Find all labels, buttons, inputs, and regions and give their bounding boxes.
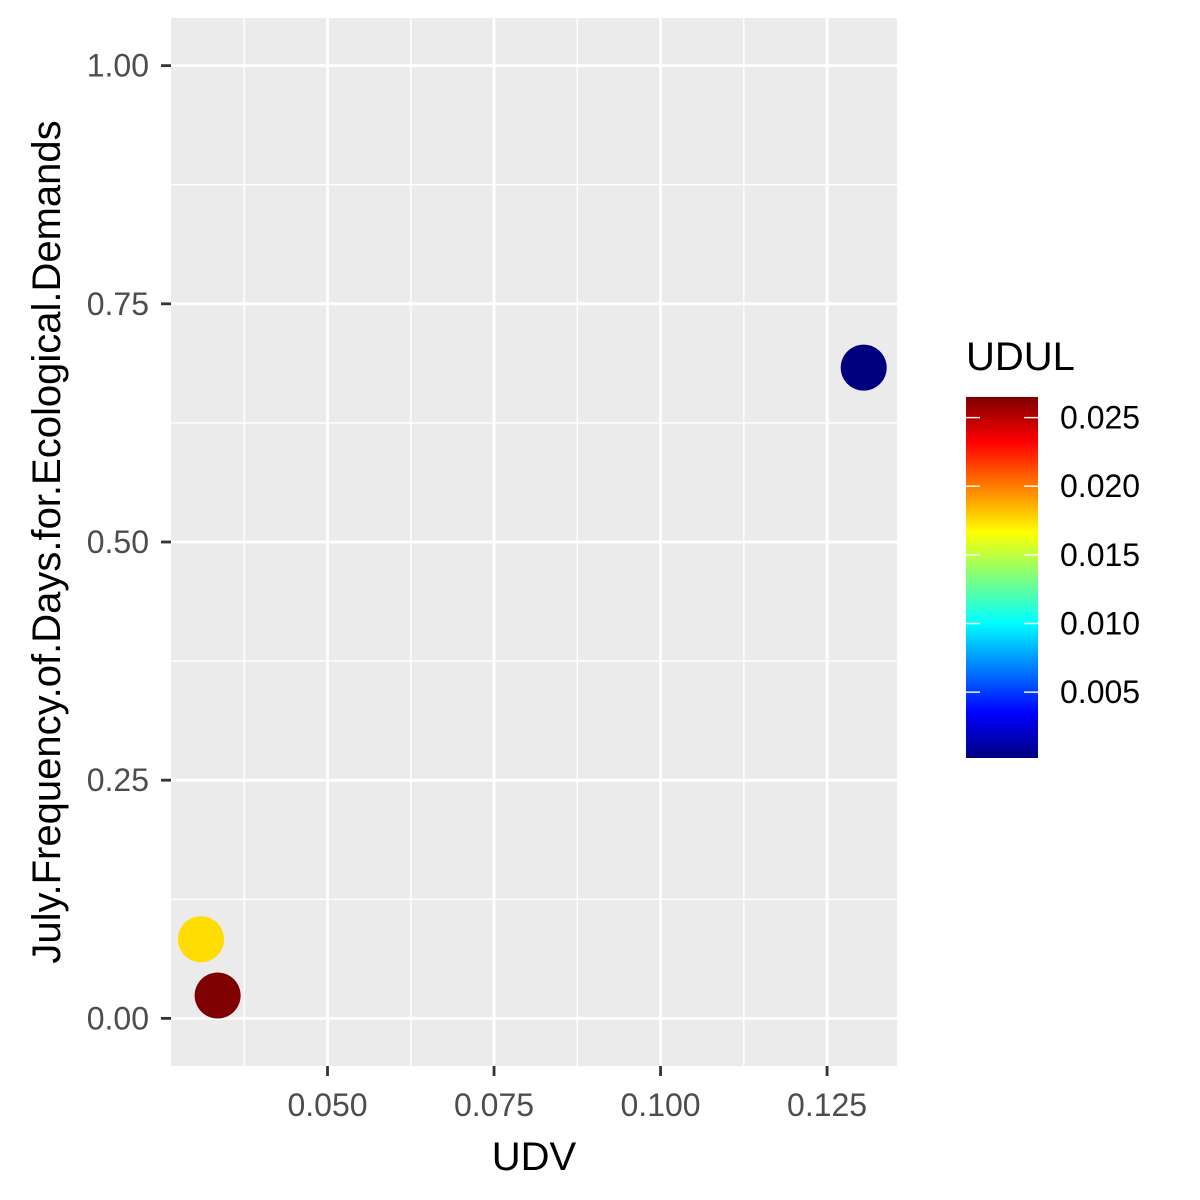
y-tick-label: 0.00 — [87, 1000, 149, 1036]
legend-colorbar — [966, 397, 1038, 758]
y-tick-label: 0.75 — [87, 286, 149, 322]
data-point-1 — [840, 344, 887, 391]
legend-tick-label: 0.025 — [1060, 400, 1140, 436]
legend-tick-label: 0.005 — [1060, 674, 1140, 710]
data-point-3 — [194, 972, 241, 1019]
x-tick-label: 0.050 — [287, 1087, 367, 1123]
legend-tick-label: 0.010 — [1060, 605, 1140, 641]
legend-ticks: 0.005 0.010 0.015 0.020 0.025 — [966, 400, 1140, 710]
color-legend: UDUL 0.005 0.010 0.015 0.020 0.025 — [966, 335, 1140, 758]
y-axis-title: July.Frequency.of.Days.for.Ecological.De… — [25, 120, 69, 963]
y-tick-label: 1.00 — [87, 48, 149, 84]
legend-title: UDUL — [966, 335, 1075, 379]
y-tick-label: 0.25 — [87, 762, 149, 798]
x-tick-label: 0.075 — [454, 1087, 534, 1123]
data-point-2 — [177, 916, 224, 963]
x-tick-label: 0.125 — [787, 1087, 867, 1123]
major-gridlines — [171, 18, 897, 1066]
x-tick-label: 0.100 — [621, 1087, 701, 1123]
legend-tick-label: 0.015 — [1060, 537, 1140, 573]
x-axis: 0.050 0.075 0.100 0.125 — [287, 1066, 867, 1123]
y-axis: 0.00 0.25 0.50 0.75 1.00 — [87, 48, 171, 1036]
y-tick-label: 0.50 — [87, 524, 149, 560]
x-axis-title: UDV — [492, 1135, 577, 1179]
legend-tick-label: 0.020 — [1060, 468, 1140, 504]
data-points — [177, 344, 887, 1019]
